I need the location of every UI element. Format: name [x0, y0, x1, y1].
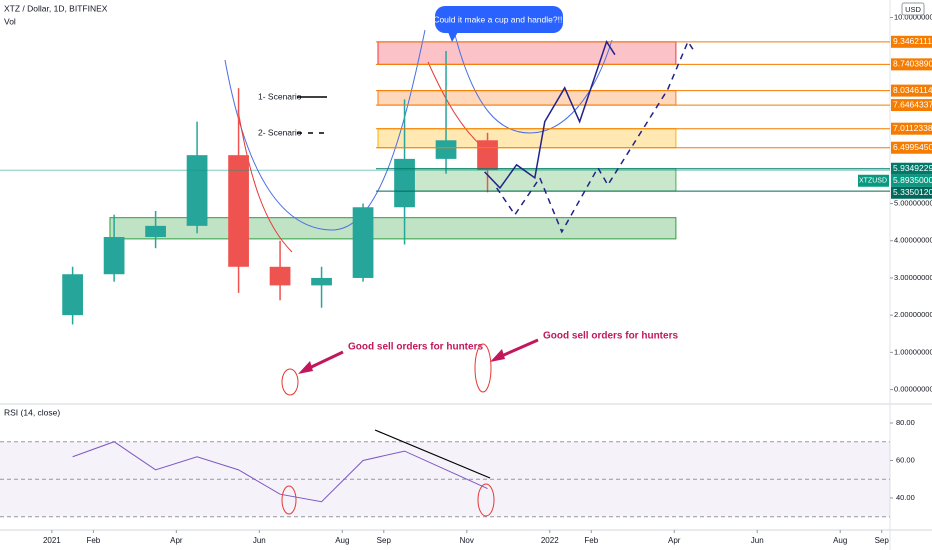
x-tick-label: Aug — [335, 536, 349, 545]
candle-body — [186, 155, 208, 226]
level-label: 7.01123385 — [893, 123, 932, 133]
chart-title: XTZ / Dollar, 1D, BITFINEX — [4, 3, 108, 13]
level-label: 9.34621116 — [893, 36, 932, 46]
y-tick-label: 1.00000000 — [894, 347, 932, 356]
rsi-y-tick-label: 60.00 — [896, 455, 915, 464]
rsi-trendline — [374, 429, 491, 479]
x-tick-label: Nov — [460, 536, 474, 545]
level-label: 8.03461140 — [893, 85, 932, 95]
candle-body — [477, 140, 498, 171]
level-label: 8.74038903 — [893, 59, 932, 69]
y-tick-label: 5.00000000 — [894, 199, 932, 208]
candle-body — [269, 266, 291, 286]
candle-body — [62, 274, 83, 316]
highlight-circle — [281, 485, 297, 515]
zone — [109, 217, 677, 240]
x-tick-label: Apr — [170, 536, 183, 545]
arrow — [496, 338, 539, 360]
candle-body — [228, 155, 249, 267]
y-tick-label: 10.00000000 — [894, 12, 932, 21]
level-label: 5.33501200 — [893, 187, 932, 197]
scenario-line — [496, 40, 696, 234]
symbol-tag: XTZUSD — [859, 178, 887, 185]
rsi-y-tick-label: 40.00 — [896, 493, 915, 502]
currency-box — [901, 2, 925, 16]
x-tick-label: 2021 — [43, 536, 61, 545]
handle-curve — [454, 34, 613, 134]
volume-label: Vol — [4, 16, 16, 26]
plot: 10.00000000 5.00000000 4.00000000 3.0000000… — [0, 12, 932, 545]
x-tick-label: Feb — [86, 536, 100, 545]
annotation: Good sell orders for hunters — [348, 342, 483, 353]
arrowhead — [298, 361, 313, 374]
x-tick-label: Jun — [751, 536, 764, 545]
level-label-box — [891, 141, 932, 154]
candle-body — [435, 140, 457, 159]
x-tick-label: 2022 — [541, 536, 559, 545]
legend-label: 2- Scenario — [258, 127, 302, 137]
level-label-box — [891, 162, 932, 175]
legend-label: 1- Scenario — [258, 91, 302, 101]
level-label-box — [891, 122, 932, 135]
rsi-line — [72, 441, 488, 503]
x-tick-label: Sep — [875, 536, 890, 545]
level-label-box — [891, 174, 932, 187]
zone — [377, 41, 677, 65]
level-label: 5.93492298 — [893, 163, 932, 173]
scenario-line — [484, 39, 616, 190]
x-tick-label: Sep — [377, 536, 392, 545]
level-label-box — [891, 186, 932, 199]
zone — [377, 90, 677, 106]
candle-body — [311, 277, 332, 286]
arrowhead — [490, 349, 505, 362]
y-tick-label: 0.00000000 — [894, 385, 932, 394]
callout-text: Could it make a cup and handle?!!! — [433, 14, 564, 24]
candle-body — [145, 225, 166, 238]
level-label-box — [891, 84, 932, 97]
level-label: 5.89350000 — [893, 175, 932, 185]
x-tick-label: Aug — [833, 536, 847, 545]
level-label: 6.49954508 — [893, 142, 932, 152]
level-label-box — [891, 99, 932, 112]
annotation: Good sell orders for hunters — [543, 331, 678, 342]
level-label-box — [891, 35, 932, 48]
currency: USD — [905, 5, 921, 14]
decline-curve — [237, 109, 293, 253]
callout-tail — [448, 32, 458, 42]
level-label-box — [891, 58, 932, 71]
x-tick-label: Apr — [668, 536, 681, 545]
highlight-circle — [474, 343, 492, 393]
callout-bubble — [435, 6, 563, 33]
candle-body — [103, 237, 125, 275]
level-label: 7.64643371 — [893, 99, 932, 109]
zone — [377, 128, 677, 149]
y-tick-label: 3.00000000 — [894, 273, 932, 282]
highlight-circle — [477, 483, 495, 517]
highlight-circle — [281, 368, 299, 396]
rsi-title: RSI (14, close) — [4, 407, 60, 417]
symbol-tag-box — [858, 174, 889, 187]
x-tick-label: Feb — [584, 536, 598, 545]
candle-body — [394, 158, 415, 208]
rsi-y-tick-label: 80.00 — [896, 418, 915, 427]
x-tick-label: Jun — [253, 536, 266, 545]
cup-curve — [224, 29, 426, 231]
y-tick-label: 2.00000000 — [894, 310, 932, 319]
y-tick-label: 4.00000000 — [894, 236, 932, 245]
candle-body — [352, 207, 374, 278]
